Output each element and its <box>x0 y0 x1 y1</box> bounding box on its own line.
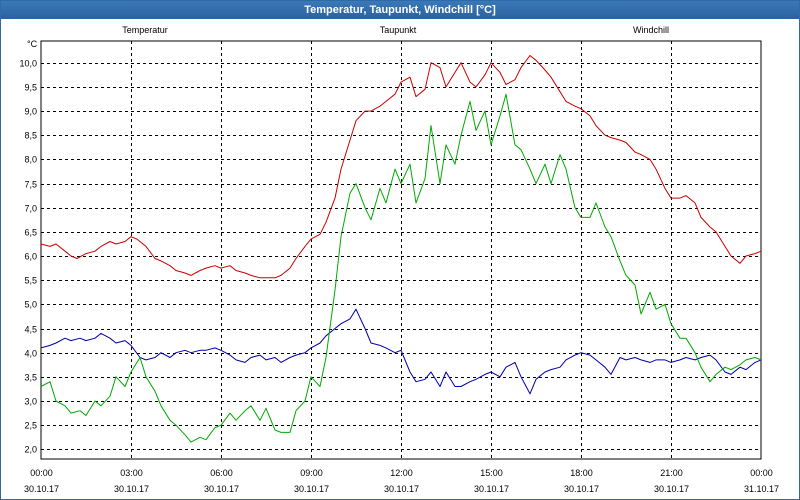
y-tick-label: 9,0 <box>24 107 37 117</box>
x-tick-date: 30.10.17 <box>654 484 689 494</box>
y-axis-unit-label: °C <box>27 39 38 49</box>
axis-labels: 2,0 2,5 3,0 3,5 4,0 4,5 5,0 5,5 6,0 6,5 7,0 7,5 8,0 8… <box>19 59 779 495</box>
x-tick-date: 30.10.17 <box>564 484 599 494</box>
y-tick-label: 2,5 <box>24 421 37 431</box>
series-lines <box>40 55 762 443</box>
legend-windchill: Windchill <box>633 25 669 35</box>
x-tick-date: 30.10.17 <box>384 484 419 494</box>
x-tick-time: 21:00 <box>660 468 683 478</box>
x-tick-date: 30.10.17 <box>474 484 509 494</box>
window-title: Temperatur, Taupunkt, Windchill [°C] <box>1 1 799 19</box>
x-tick-date: 30.10.17 <box>24 484 59 494</box>
y-tick-label: 6,0 <box>24 252 37 262</box>
y-tick-label: 3,0 <box>24 397 37 407</box>
x-tick-time: 03:00 <box>120 468 143 478</box>
series-line-temperatur <box>40 55 762 279</box>
x-tick-date: 31.10.17 <box>744 484 779 494</box>
legend-taupunkt: Taupunkt <box>380 25 417 35</box>
y-tick-label: 8,0 <box>24 155 37 165</box>
x-tick-time: 00:00 <box>750 468 773 478</box>
x-tick-time: 12:00 <box>390 468 413 478</box>
x-tick-time: 15:00 <box>480 468 503 478</box>
y-tick-label: 7,5 <box>24 180 37 190</box>
y-tick-label: 10,0 <box>19 59 37 69</box>
y-tick-label: 5,5 <box>24 276 37 286</box>
chart-canvas: 2,0 2,5 3,0 3,5 4,0 4,5 5,0 5,5 6,0 6,5 7,0 7,5 8,0 8… <box>19 25 779 495</box>
x-tick-time: 18:00 <box>570 468 593 478</box>
y-tick-label: 2,0 <box>24 445 37 455</box>
y-tick-label: 3,5 <box>24 373 37 383</box>
x-tick-date: 30.10.17 <box>204 484 239 494</box>
series-line-taupunkt <box>40 308 762 395</box>
x-tick-date: 30.10.17 <box>294 484 329 494</box>
grid <box>41 41 761 459</box>
x-tick-time: 06:00 <box>210 468 233 478</box>
y-tick-label: 7,0 <box>24 204 37 214</box>
x-tick-time: 00:00 <box>30 468 53 478</box>
x-tick-time: 09:00 <box>300 468 323 478</box>
x-tick-date: 30.10.17 <box>114 484 149 494</box>
y-tick-label: 8,5 <box>24 131 37 141</box>
y-tick-label: 9,5 <box>24 83 37 93</box>
y-tick-label: 4,0 <box>24 349 37 359</box>
y-tick-label: 6,5 <box>24 228 37 238</box>
y-tick-label: 4,5 <box>24 325 37 335</box>
legend-temperatur: Temperatur <box>122 25 168 35</box>
y-tick-label: 5,0 <box>24 300 37 310</box>
series-line-windchill <box>40 93 762 443</box>
